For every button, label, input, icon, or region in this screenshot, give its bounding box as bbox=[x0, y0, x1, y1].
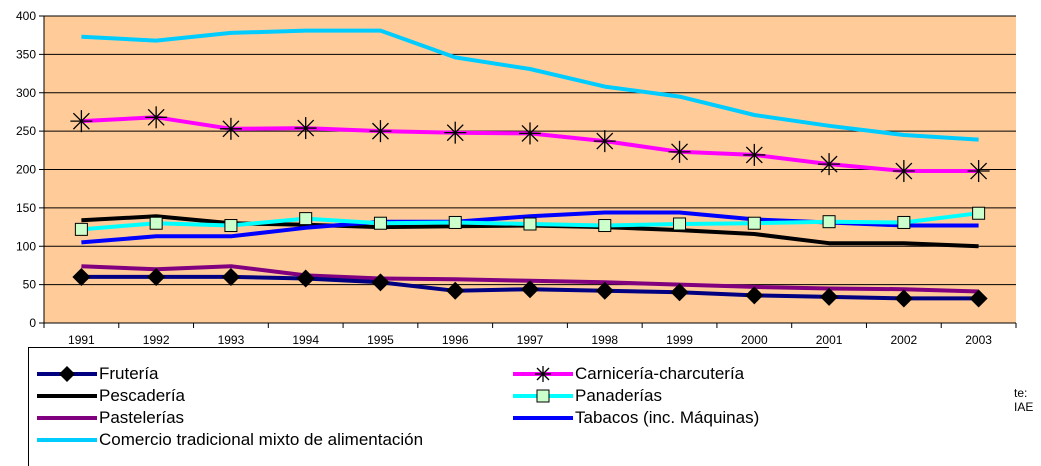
data-point-square bbox=[747, 216, 761, 230]
data-point-star bbox=[967, 160, 990, 183]
data-point-square bbox=[373, 216, 387, 230]
legend-swatch-tabacos bbox=[513, 416, 573, 420]
data-point-diamond bbox=[296, 269, 315, 288]
y-tick-label: 350 bbox=[16, 47, 36, 61]
data-point-diamond bbox=[745, 286, 764, 305]
legend-item-fruteria: Frutería bbox=[35, 363, 159, 385]
data-point-square bbox=[448, 215, 462, 229]
legend-item-tabacos: Tabacos (inc. Máquinas) bbox=[511, 407, 759, 429]
legend-swatch-pastelerias bbox=[37, 416, 97, 420]
legend-label-panaderias: Panaderías bbox=[575, 386, 662, 405]
series-3 bbox=[74, 206, 986, 236]
y-tick-label: 250 bbox=[16, 124, 36, 138]
y-tick-label: 400 bbox=[16, 9, 36, 23]
data-point-star bbox=[892, 160, 915, 183]
legend-label-pescaderia: Pescadería bbox=[99, 386, 185, 405]
x-tick-label: 1998 bbox=[591, 333, 618, 347]
y-tick-label: 100 bbox=[16, 239, 36, 253]
y-tick-label: 0 bbox=[29, 316, 36, 330]
x-tick-label: 1991 bbox=[68, 333, 95, 347]
data-point-square bbox=[299, 212, 313, 226]
x-tick-label: 1996 bbox=[442, 333, 469, 347]
data-point-star bbox=[294, 117, 317, 140]
legend-item-panaderias: Panaderías bbox=[511, 385, 662, 407]
legend-item-pastelerias: Pastelerías bbox=[35, 407, 184, 429]
data-point-star bbox=[369, 120, 392, 143]
x-tick-label: 1994 bbox=[292, 333, 319, 347]
data-point-star bbox=[219, 117, 242, 140]
data-point-diamond bbox=[670, 283, 689, 302]
x-tick-label: 2002 bbox=[890, 333, 917, 347]
x-tick-label: 1999 bbox=[666, 333, 693, 347]
legend-swatch-pescaderia bbox=[37, 394, 97, 398]
x-tick-label: 2000 bbox=[741, 333, 768, 347]
y-tick-label: 300 bbox=[16, 86, 36, 100]
data-point-star bbox=[519, 122, 541, 145]
data-point-diamond bbox=[894, 289, 913, 308]
data-point-star bbox=[818, 153, 841, 176]
y-tick-label: 150 bbox=[16, 201, 36, 215]
data-point-diamond bbox=[147, 267, 166, 286]
data-point-star bbox=[593, 130, 616, 153]
y-tick-label: 200 bbox=[16, 163, 36, 177]
legend-swatch-comercio bbox=[37, 438, 97, 442]
data-point-diamond bbox=[371, 273, 390, 292]
data-point-star bbox=[70, 110, 93, 133]
x-tick-label: 1997 bbox=[517, 333, 544, 347]
data-point-diamond bbox=[221, 267, 240, 286]
series-6-line bbox=[81, 28, 979, 142]
data-point-star bbox=[444, 121, 467, 144]
data-point-square bbox=[673, 217, 687, 231]
y-tick-label: 50 bbox=[23, 278, 37, 292]
legend-item-carniceria: Carnicería-charcutería bbox=[511, 363, 744, 385]
legend-label-tabacos: Tabacos (inc. Máquinas) bbox=[575, 408, 760, 427]
data-point-square bbox=[224, 219, 238, 233]
data-point-square bbox=[598, 219, 612, 233]
data-point-square bbox=[523, 217, 537, 231]
legend-label-pastelerias: Pastelerías bbox=[99, 408, 185, 427]
legend-label-carniceria: Carnicería-charcutería bbox=[575, 364, 745, 383]
data-point-diamond bbox=[446, 281, 465, 300]
data-point-square bbox=[74, 222, 88, 236]
legend-item-comercio: Comercio tradicional mixto de alimentaci… bbox=[35, 429, 423, 451]
source-note: te: IAE bbox=[1014, 386, 1034, 414]
legend-item-pescaderia: Pescadería bbox=[35, 385, 185, 407]
legend-swatch-fruteria bbox=[37, 366, 97, 382]
x-tick-label: 2001 bbox=[816, 333, 843, 347]
x-tick-label: 2003 bbox=[965, 333, 992, 347]
data-point-diamond bbox=[521, 280, 539, 299]
data-point-square bbox=[897, 215, 911, 229]
series-1 bbox=[70, 106, 990, 183]
data-point-square bbox=[972, 206, 986, 220]
x-tick-label: 1995 bbox=[367, 333, 394, 347]
data-point-star bbox=[145, 106, 168, 129]
legend: Frutería Carnicería-charcutería Pescader… bbox=[28, 347, 829, 466]
series-0 bbox=[72, 267, 988, 308]
legend-swatch-carniceria bbox=[513, 366, 573, 382]
x-tick-label: 1992 bbox=[143, 333, 170, 347]
legend-label-fruteria: Frutería bbox=[99, 364, 159, 383]
legend-label-comercio: Comercio tradicional mixto de alimentaci… bbox=[99, 430, 424, 449]
data-point-square bbox=[149, 216, 163, 230]
x-tick-label: 1993 bbox=[218, 333, 245, 347]
data-point-star bbox=[668, 140, 691, 163]
series-6 bbox=[81, 28, 979, 142]
data-point-square bbox=[822, 215, 836, 229]
data-point-diamond bbox=[820, 287, 839, 306]
data-point-star bbox=[743, 143, 766, 166]
data-point-diamond bbox=[595, 281, 614, 300]
data-point-diamond bbox=[72, 267, 91, 286]
data-point-diamond bbox=[969, 289, 988, 308]
legend-swatch-panaderias bbox=[513, 389, 573, 403]
